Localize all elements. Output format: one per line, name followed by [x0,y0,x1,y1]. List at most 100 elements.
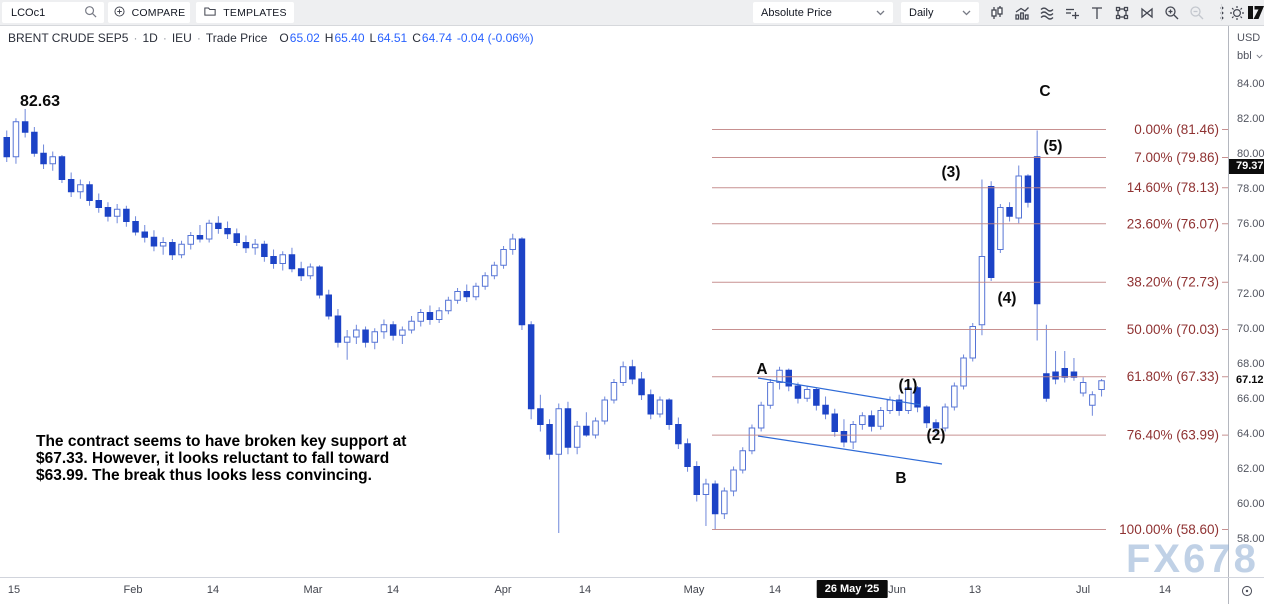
interval-value: Daily [909,6,934,19]
zoom-out-icon[interactable] [1184,0,1209,25]
time-axis-label: May [683,584,705,596]
shapes-icon[interactable] [1109,0,1134,25]
price-axis-label: 62.00 [1237,463,1264,475]
candle-body [730,469,737,492]
polygon-icon[interactable] [1134,0,1159,25]
close-label: C [412,31,421,45]
candle-body [1070,371,1078,378]
candle-body [31,131,38,154]
candle-body [905,387,912,411]
price-axis-label: 84.00 [1237,78,1264,90]
candle-body [895,399,903,411]
candle-body [665,399,673,425]
candle-body [647,394,654,415]
price-mode-value: Absolute Price [761,6,832,19]
wave-label: B [895,470,906,487]
price-mode-dropdown[interactable]: Absolute Price [753,2,893,23]
candle-body [233,233,240,243]
candle-body [537,408,544,425]
price-axis-label: 60.00 [1237,498,1264,510]
waves-icon[interactable] [1034,0,1059,25]
symbol-search[interactable]: LCOc1 [2,2,104,23]
fib-label: 0.00% (81.46) [1134,122,1219,137]
candle-body [297,268,305,277]
text-tool-icon[interactable] [1084,0,1109,25]
templates-label: TEMPLATES [223,6,287,19]
compare-button[interactable]: COMPARE [108,2,190,23]
candle-body [721,490,728,515]
candle-body [12,121,20,158]
candle-body [325,294,332,317]
chart-tools [984,0,1234,25]
candle-body [619,366,627,383]
note-line: $63.99. The break thus looks less convin… [36,467,372,484]
time-axis-label: 15 [7,584,21,596]
price-axis[interactable]: USD bbl 84.00 82.00 80.00 78.00 76.00 74.00 72… [1228,25,1264,578]
symbol-input[interactable]: LCOc1 [11,6,46,19]
candle-body [601,399,608,422]
bar-chart-icon[interactable] [1009,0,1034,25]
time-axis-label: 14 [206,584,220,596]
trendline[interactable] [757,435,943,465]
instrument-interval: 1D [142,31,158,45]
candle-body [1043,373,1050,399]
candle-body [113,208,121,217]
fib-label-bg [1106,367,1222,387]
candle-body [573,425,581,448]
candle-body [592,420,599,436]
candle-body [748,427,756,452]
axis-settings-icon[interactable] [1228,578,1264,604]
candle-body [307,266,314,277]
fib-label-bg [1106,119,1222,139]
candle-body [1015,175,1022,219]
candle-body [205,222,213,240]
candle-body [491,264,498,277]
candle-body [987,186,995,278]
candle-body [1052,371,1059,380]
price-axis-label: 58.00 [1237,533,1264,545]
settings-gear-icon[interactable] [1226,0,1248,25]
unit-dropdown[interactable]: bbl [1237,50,1263,62]
candle-body [67,179,75,193]
candle-body [371,331,378,343]
candle-body [868,415,875,427]
fib-label: 7.00% (79.86) [1134,150,1219,165]
analyst-note: The contract seems to have broken key su… [36,433,406,484]
low-value: 64.51 [377,31,408,45]
candle-body [776,369,783,383]
currency-dropdown[interactable]: USD [1237,32,1264,44]
trendline[interactable] [757,377,922,406]
tradingview-logo [1248,4,1264,21]
wave-label: (4) [998,290,1017,307]
fib-label-bg [1106,214,1222,234]
candle-body [978,256,986,326]
candle-body [813,389,820,406]
separator-dot: · [162,31,167,45]
currency-value: USD [1237,32,1261,44]
fib-label: 50.00% (70.03) [1127,322,1219,337]
fib-label-bg [1106,520,1222,539]
separator-dot: · [196,31,201,45]
candle-body [629,366,636,380]
fib-label: 14.60% (78.13) [1127,180,1219,195]
fib-label: 76.40% (63.99) [1127,428,1219,443]
zoom-in-icon[interactable] [1159,0,1184,25]
time-axis-label: Jun [888,584,906,596]
candle-body [932,422,940,429]
time-axis[interactable]: 15 Feb 14 Mar 14 Apr 14 May 14 Jun 13 Jul 14 26 May '… [0,578,1228,604]
instrument-header[interactable]: BRENT CRUDE SEP5 · 1D · IEU · Trade Pric… [8,30,534,46]
candlesticks-icon[interactable] [984,0,1009,25]
wave-label: C [1039,83,1050,100]
candle-body [242,242,250,249]
templates-button[interactable]: TEMPLATES [196,2,294,23]
candle-body [546,424,553,455]
time-axis-highlighted-date: 26 May '25 [816,580,888,598]
indicators-icon[interactable] [1059,0,1084,25]
candle-body [877,410,884,427]
candle-body [95,200,102,208]
fib-label-bg [1106,425,1222,445]
chevron-down-icon [876,7,885,19]
candle-body [169,242,176,256]
interval-dropdown[interactable]: Daily [901,2,979,23]
